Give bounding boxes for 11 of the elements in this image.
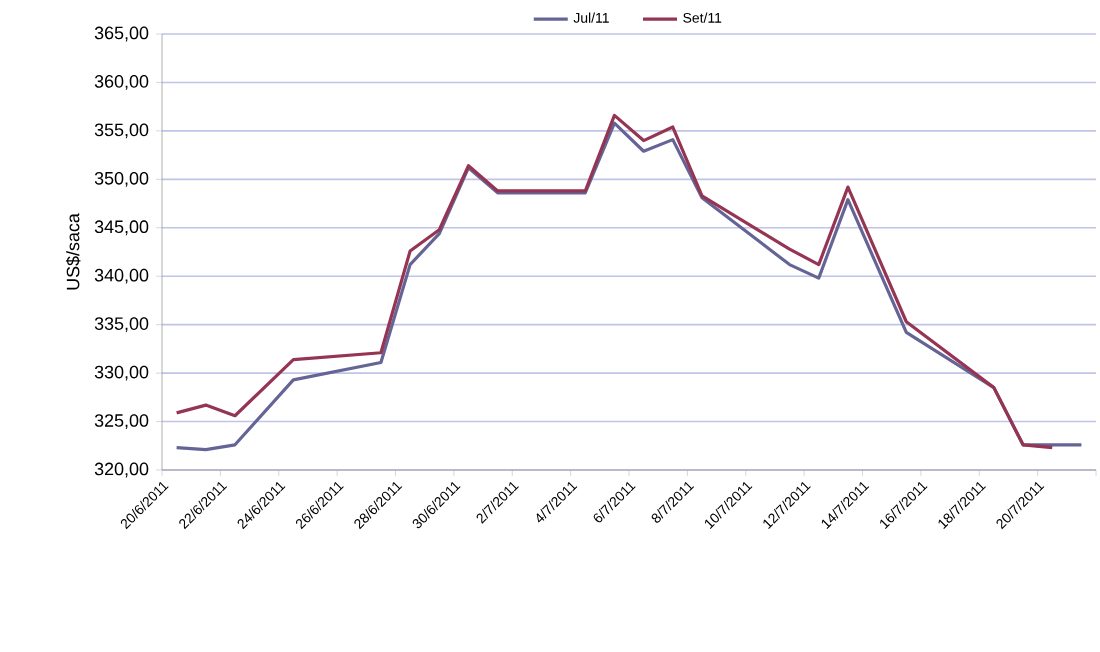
y-tick-label: 360,00 bbox=[94, 75, 149, 90]
y-tick-label: 355,00 bbox=[94, 123, 149, 139]
y-tick-label: 345,00 bbox=[94, 220, 149, 236]
y-axis-title: US$/saca bbox=[65, 213, 81, 290]
y-tick-label: 340,00 bbox=[94, 268, 149, 284]
y-tick-label: 350,00 bbox=[94, 171, 149, 187]
y-tick-label: 365,00 bbox=[94, 26, 149, 42]
y-tick-label: 325,00 bbox=[94, 414, 149, 429]
y-tick-label: 335,00 bbox=[94, 317, 149, 333]
y-tick-label: 330,00 bbox=[94, 365, 149, 381]
y-tick-label: 320,00 bbox=[94, 462, 149, 478]
